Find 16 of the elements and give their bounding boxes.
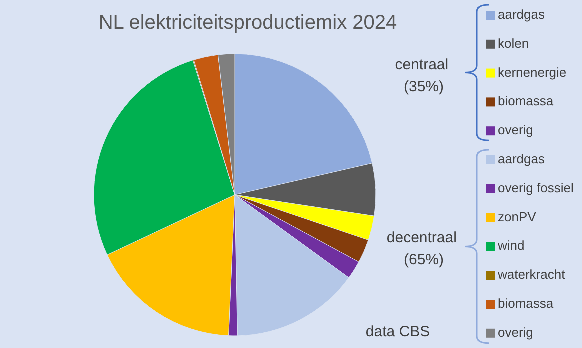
text: decentraal (65%) <box>386 230 462 269</box>
legend-label: biomassa <box>498 94 554 109</box>
legend-label: waterkracht <box>497 267 566 282</box>
legend-label: aardgas <box>498 7 546 22</box>
legend-label: aardgas <box>498 152 546 166</box>
legend-label: overig <box>498 122 534 138</box>
legend-label: wind <box>497 238 525 254</box>
legend-label: kernenergie <box>498 64 567 80</box>
text: data CBS <box>366 324 430 340</box>
text: centraal (35%) <box>395 56 453 96</box>
legend-label: biomassa <box>498 296 554 311</box>
legend-label: overig fossiel <box>498 180 574 196</box>
legend-label: zonPV <box>498 209 537 224</box>
legend-label: overig <box>498 324 534 340</box>
chart-title: NL elektriciteitsproductiemix 2024 <box>98 12 398 34</box>
legend-label: kolen <box>498 36 530 51</box>
